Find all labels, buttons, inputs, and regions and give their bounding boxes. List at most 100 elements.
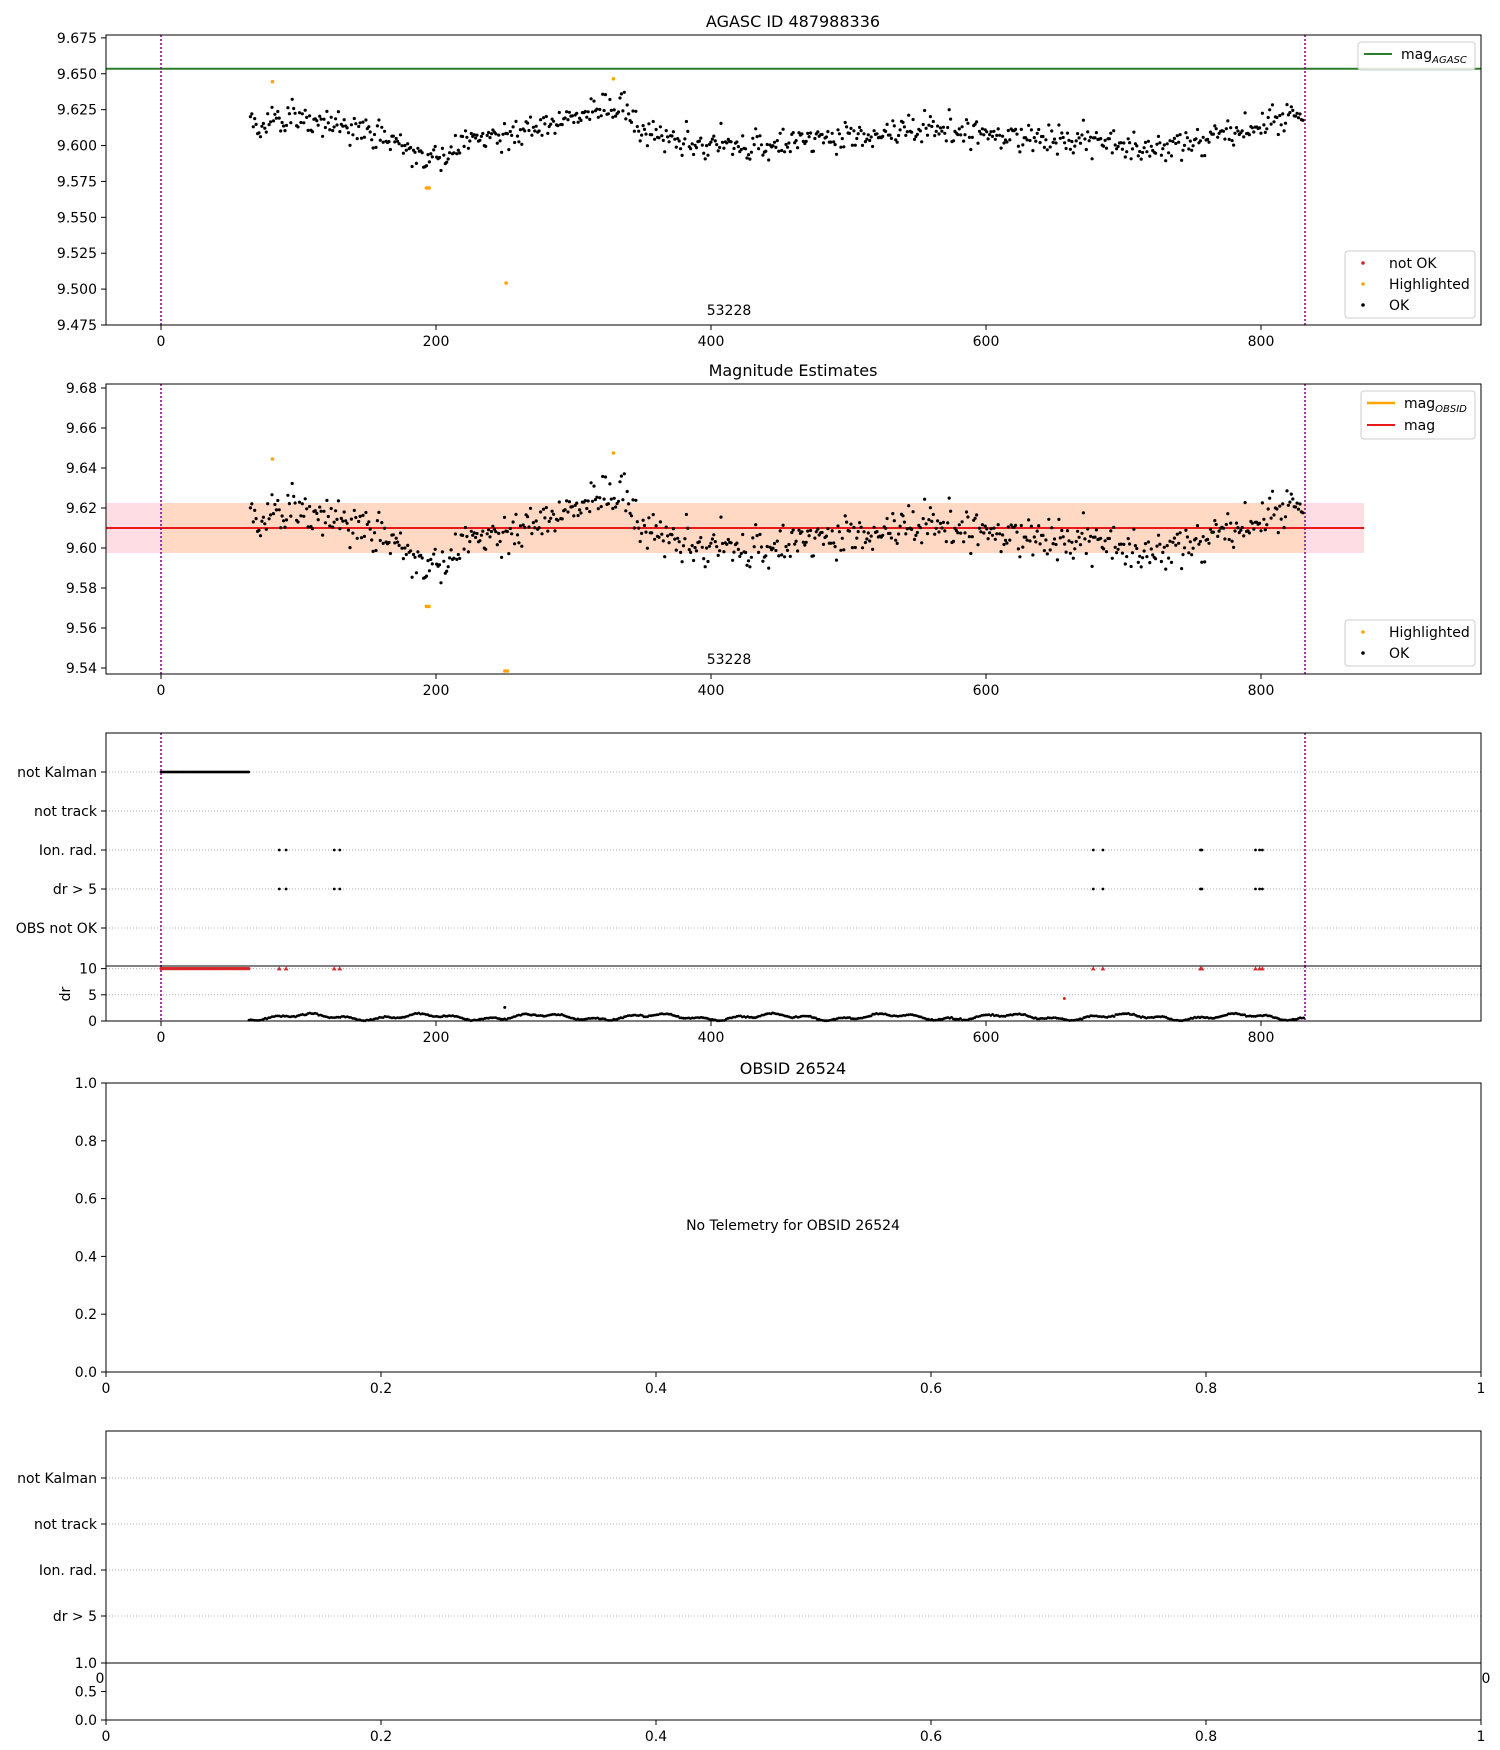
mag-estimates-ok-point — [485, 532, 489, 536]
agasc-ok-point — [603, 93, 608, 97]
mag-estimates-ok-point — [547, 519, 551, 524]
mag-estimates-ok-point — [280, 514, 284, 518]
mag-estimates-ok-point — [608, 482, 612, 486]
obsid-x-tick-label: 0.6 — [920, 1381, 942, 1397]
agasc-ok-point — [840, 137, 844, 141]
mag-estimates-y-tick-label: 9.68 — [66, 381, 97, 397]
agasc-ok-point — [1027, 123, 1031, 127]
mag-estimates-ok-point — [514, 512, 518, 517]
agasc-ok-point — [381, 140, 385, 144]
agasc-ok-point — [824, 135, 829, 139]
dr-y-tick-label: 10 — [79, 962, 97, 978]
mag-estimates-ok-point — [892, 519, 896, 523]
flag-point — [1254, 848, 1257, 852]
agasc-ok-point — [579, 118, 583, 122]
agasc-ok-point — [1200, 154, 1204, 158]
mag-estimates-ok-point — [266, 502, 270, 506]
agasc-ok-point — [1283, 121, 1288, 125]
mag-estimates-ok-point — [411, 552, 416, 557]
agasc-ok-point — [1226, 119, 1230, 123]
agasc-ok-point — [1002, 141, 1006, 145]
mag-estimates-ok-point — [660, 532, 664, 536]
agasc-ok-point — [1034, 139, 1038, 143]
mag-estimates-ok-point — [258, 534, 263, 538]
mag-estimates-ok-point — [1282, 526, 1286, 530]
agasc-ok-point — [1203, 154, 1207, 158]
agasc-ok-point — [599, 114, 603, 118]
mag-estimates-ok-point — [780, 553, 784, 557]
mag-estimates-ok-point — [1122, 542, 1126, 547]
mag-estimates-ok-point — [767, 566, 771, 570]
mag-estimates-x-tick-label: 0 — [157, 683, 166, 699]
mag-estimates-ok-point — [875, 530, 879, 534]
mag-estimates-ok-point — [1047, 517, 1051, 521]
mag-estimates-ok-point — [325, 498, 329, 502]
mag-estimates-ok-point — [834, 558, 839, 562]
agasc-ok-point — [693, 143, 697, 147]
mag-estimates-ok-point — [1087, 539, 1091, 543]
mag-estimates-ok-point — [940, 526, 944, 530]
mag-estimates-ok-point — [647, 516, 651, 520]
mag-estimates-ok-point — [836, 524, 840, 528]
mag-estimates-ok-point — [371, 549, 375, 554]
agasc-panel-title: AGASC ID 487988336 — [706, 12, 880, 31]
mag-estimates-panel-title: Magnitude Estimates — [709, 361, 878, 380]
agasc-ok-point — [495, 141, 499, 145]
mag-estimates-x-tick-label: 200 — [423, 683, 450, 699]
mag-estimates-ok-point — [287, 502, 291, 506]
agasc-ok-point — [537, 129, 541, 133]
mag-estimates-ok-point — [970, 535, 974, 539]
agasc-ok-point — [809, 131, 813, 135]
agasc-ok-point — [367, 125, 371, 129]
mag-estimates-ok-point — [474, 535, 478, 540]
mag-estimates-ok-point — [1058, 536, 1062, 540]
agasc-ok-point — [969, 147, 973, 152]
agasc-ok-point — [387, 140, 391, 144]
agasc-ok-point — [322, 117, 326, 121]
agasc-panel-annotation: 53228 — [707, 303, 752, 319]
agasc-ok-point — [897, 133, 901, 138]
agasc-ok-point — [933, 134, 937, 138]
mag-estimates-ok-point — [933, 532, 937, 536]
mag-estimates-ok-point — [934, 526, 938, 530]
agasc-ok-point — [1130, 147, 1135, 151]
mag-estimates-ok-point — [951, 539, 956, 544]
mag-estimates-ok-point — [912, 537, 917, 542]
mag-estimates-ok-point — [1035, 529, 1039, 533]
dr-point — [950, 1015, 953, 1019]
agasc-ok-point — [709, 140, 713, 144]
mag-estimates-ok-point — [260, 519, 264, 523]
agasc-ok-point — [892, 124, 896, 128]
agasc-ok-point — [273, 112, 277, 116]
agasc-ok-point — [1286, 113, 1290, 117]
mag-estimates-ok-point — [303, 497, 307, 501]
agasc-ok-point — [940, 129, 944, 133]
mag-estimates-panel-frame — [105, 383, 1482, 675]
agasc-ok-point — [391, 134, 395, 138]
obsid-y-tick-label: 0.8 — [75, 1134, 97, 1150]
mag-estimates-ok-point — [598, 496, 602, 500]
mag-estimates-highlighted-point — [270, 457, 275, 461]
agasc-ok-point — [396, 139, 400, 143]
mag-estimates-ok-point — [712, 533, 716, 537]
agasc-ok-point — [847, 131, 852, 135]
agasc-ok-point — [296, 125, 300, 129]
agasc-ok-point — [722, 146, 726, 150]
agasc-y-tick-label: 9.675 — [57, 31, 97, 47]
agasc-ok-point — [850, 143, 855, 147]
agasc-ok-point — [855, 136, 859, 141]
mag-estimates-ok-point — [1139, 565, 1143, 569]
mag-estimates-ok-point — [1102, 547, 1106, 551]
mag-estimates-ok-point — [308, 504, 312, 509]
agasc-ok-point — [1078, 141, 1083, 145]
agasc-ok-point — [319, 117, 323, 121]
mag-estimates-ok-point — [986, 537, 990, 541]
mag-estimates-ok-point — [472, 531, 476, 535]
mag-estimates-ok-point — [342, 510, 346, 514]
mag-estimates-ok-point — [866, 531, 870, 535]
mag-estimates-ok-point — [1055, 558, 1059, 562]
empty-flags-panel-rows: not Kalman not track Ion. rad. dr > 5 — [17, 1471, 1481, 1625]
mag-estimates-ok-point — [537, 526, 541, 530]
mag-estimates-ok-point — [1068, 551, 1072, 555]
agasc-ok-point — [1260, 111, 1264, 115]
